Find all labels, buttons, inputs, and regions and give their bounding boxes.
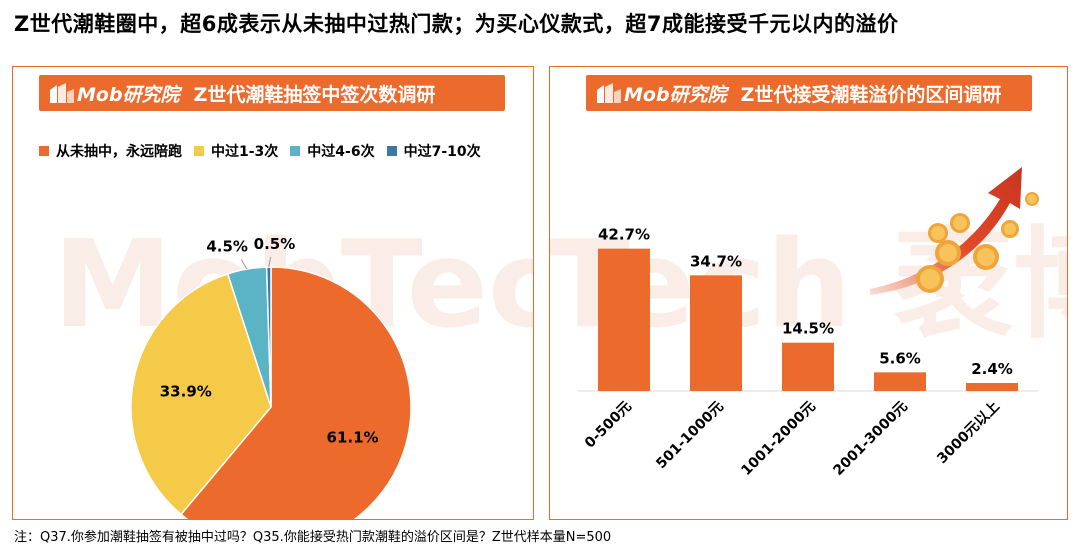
bar-chart-title: Z世代接受潮鞋溢价的区间调研 — [740, 83, 1002, 106]
bar-data-label: 14.5% — [782, 320, 834, 338]
legend-label: 从未抽中，永远陪跑 — [56, 144, 182, 160]
bar-data-label: 34.7% — [690, 252, 742, 270]
legend-label: 中过7-10次 — [403, 144, 481, 160]
pie-chart-panel: MobTech 袤博 Mob研究院 Z世代潮鞋抽签中签次数调研 从未抽中，永远陪… — [12, 66, 534, 520]
pie-slice-1-3 — [130, 272, 272, 516]
legend-item-1-3: 中过1-3次 — [194, 141, 278, 161]
legend-label: 中过4-6次 — [307, 144, 375, 160]
mob-logo-text: Mob研究院 — [77, 83, 180, 106]
bar-chart-panel: MobTech 袤博 Mob研究院 Z世代接受潮鞋溢价的区间调研 — [549, 66, 1068, 520]
bar — [782, 342, 834, 391]
pie-legend: 从未抽中，永远陪跑 中过1-3次 中过4-6次 中过7-10次 — [39, 141, 481, 161]
legend-swatch — [386, 146, 397, 156]
bar-chart: 42.7% 0-500元 34.7% 501-1000元 14.5% 1001-2000元… — [578, 226, 1038, 479]
x-tick-label: 501-1000元 — [653, 399, 727, 473]
bar-chart-banner: Mob研究院 Z世代接受潮鞋溢价的区间调研 — [586, 75, 1032, 111]
pie-chart-banner: Mob研究院 Z世代潮鞋抽签中签次数调研 — [39, 75, 505, 111]
pie-leader-line — [268, 256, 272, 268]
x-tick-label: 0-500元 — [582, 399, 635, 452]
mob-logo: Mob研究院 — [596, 80, 727, 107]
legend-swatch — [194, 146, 204, 156]
pie-chart: 61.1% 33.9% 4.5% 0.5% — [130, 235, 412, 519]
legend-label: 中过1-3次 — [211, 144, 279, 160]
footnote: 注：Q37.你参加潮鞋抽签有被抽中过吗？Q35.你能接受热门款潮鞋的溢价区间是？… — [14, 530, 612, 545]
mob-logo-icon — [597, 83, 621, 103]
bar — [690, 275, 742, 391]
x-tick-label: 1001-2000元 — [738, 399, 818, 479]
legend-swatch — [39, 146, 49, 156]
rising-arrow-coins-illustration — [870, 167, 1039, 295]
pie-data-label: 61.1% — [327, 429, 379, 447]
coin-icon — [916, 192, 1039, 293]
pie-leader-line — [240, 258, 248, 270]
bar-data-label: 2.4% — [971, 360, 1013, 378]
pie-slice-7-10 — [265, 266, 272, 408]
x-tick-label: 2001-3000元 — [830, 399, 910, 479]
pie-chart-title: Z世代潮鞋抽签中签次数调研 — [193, 83, 436, 106]
legend-swatch — [290, 146, 301, 156]
x-tick-label: 3000元以上 — [934, 399, 1003, 468]
pie-data-label: 33.9% — [160, 382, 212, 400]
mob-logo: Mob研究院 — [49, 80, 180, 107]
pie-data-label: 4.5% — [206, 237, 248, 255]
bar-data-label: 42.7% — [598, 226, 650, 244]
bar — [598, 248, 650, 391]
legend-item-never: 从未抽中，永远陪跑 — [39, 141, 182, 161]
legend-item-7-10: 中过7-10次 — [386, 141, 481, 161]
pie-data-label: 0.5% — [254, 235, 296, 253]
page-headline: Z世代潮鞋圈中，超6成表示从未抽中过热门款；为买心仪款式，超7成能接受千元以内的… — [14, 12, 899, 36]
mob-logo-icon — [50, 83, 74, 103]
legend-item-4-6: 中过4-6次 — [290, 141, 375, 161]
bar — [874, 372, 926, 391]
pie-slice-never — [180, 266, 412, 519]
bar — [966, 383, 1018, 391]
bar-data-label: 5.6% — [879, 349, 921, 367]
mob-logo-text: Mob研究院 — [624, 83, 727, 106]
